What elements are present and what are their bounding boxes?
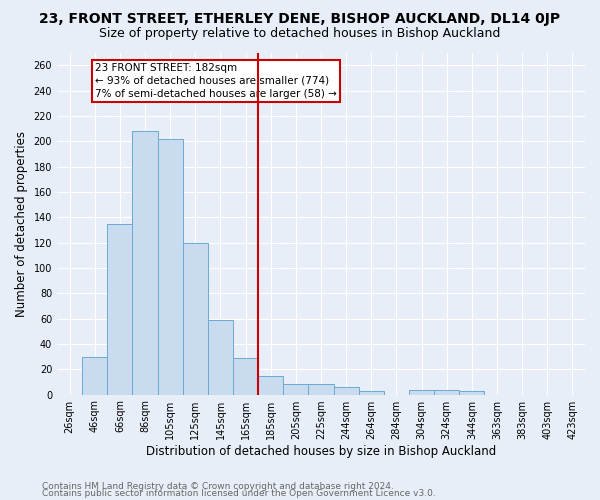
Text: Contains public sector information licensed under the Open Government Licence v3: Contains public sector information licen… <box>42 490 436 498</box>
Bar <box>158 138 183 394</box>
Text: Contains HM Land Registry data © Crown copyright and database right 2024.: Contains HM Land Registry data © Crown c… <box>42 482 394 491</box>
Bar <box>183 242 208 394</box>
Bar <box>133 131 158 394</box>
Text: 23 FRONT STREET: 182sqm
← 93% of detached houses are smaller (774)
7% of semi-de: 23 FRONT STREET: 182sqm ← 93% of detache… <box>95 62 337 99</box>
Bar <box>208 320 233 394</box>
Bar <box>308 384 334 394</box>
Bar <box>82 356 107 395</box>
Text: Size of property relative to detached houses in Bishop Auckland: Size of property relative to detached ho… <box>100 28 500 40</box>
Bar <box>359 391 384 394</box>
Bar <box>107 224 133 394</box>
Bar <box>233 358 258 395</box>
Bar <box>283 384 308 394</box>
Text: 23, FRONT STREET, ETHERLEY DENE, BISHOP AUCKLAND, DL14 0JP: 23, FRONT STREET, ETHERLEY DENE, BISHOP … <box>40 12 560 26</box>
X-axis label: Distribution of detached houses by size in Bishop Auckland: Distribution of detached houses by size … <box>146 444 496 458</box>
Bar <box>258 376 283 394</box>
Bar <box>409 390 434 394</box>
Y-axis label: Number of detached properties: Number of detached properties <box>15 130 28 316</box>
Bar <box>334 387 359 394</box>
Bar <box>434 390 459 394</box>
Bar <box>459 391 484 394</box>
